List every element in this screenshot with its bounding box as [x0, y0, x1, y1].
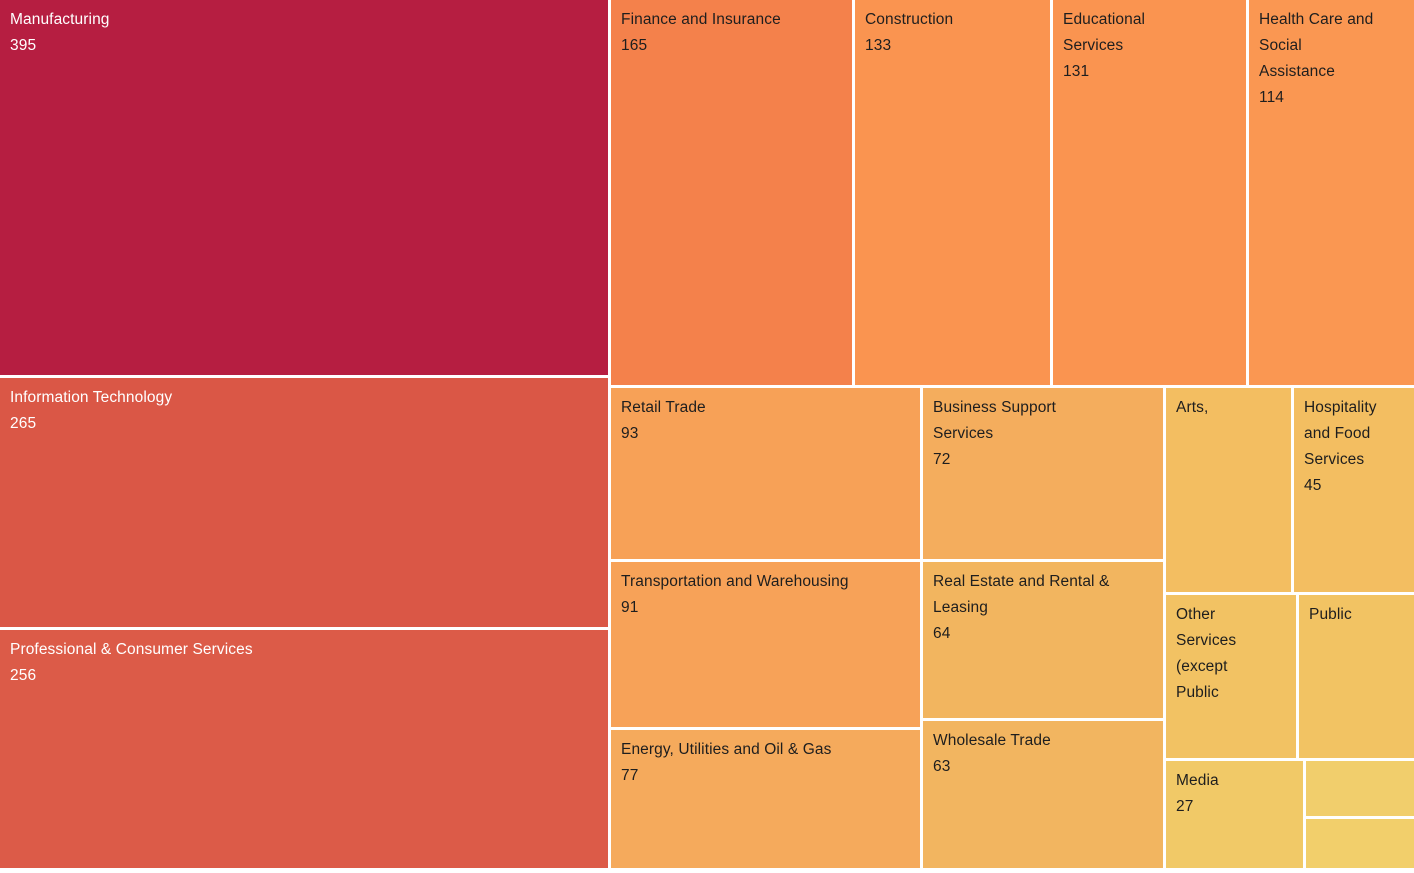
- cell-label-line: Manufacturing: [10, 11, 110, 28]
- cell-value: 72: [933, 451, 951, 468]
- cell-value: 27: [1176, 798, 1194, 815]
- cell-label-line: Construction: [865, 11, 954, 28]
- treemap-cell[interactable]: Arts,: [1166, 388, 1291, 592]
- treemap-cell[interactable]: Transportation and Warehousing 91: [611, 562, 920, 727]
- cell-value: 45: [1304, 477, 1322, 494]
- cell-value: 256: [10, 667, 37, 684]
- cell-label-line: Health Care and: [1259, 11, 1374, 28]
- cell-value: 131: [1063, 63, 1090, 80]
- cell-label-line: Leasing: [933, 599, 988, 616]
- cell-value: 395: [10, 37, 37, 54]
- treemap-cell[interactable]: Retail Trade 93: [611, 388, 920, 559]
- cell-label-line: Arts,: [1176, 399, 1209, 416]
- cell-label-line: Real Estate and Rental &: [933, 573, 1110, 590]
- cell-label-line: Retail Trade: [621, 399, 706, 416]
- cell-value: 77: [621, 767, 639, 784]
- cell-value: 93: [621, 425, 639, 442]
- treemap-cell[interactable]: Information Technology 265: [0, 378, 608, 627]
- cell-value: 114: [1259, 89, 1285, 106]
- treemap-cell[interactable]: Public: [1299, 595, 1414, 758]
- cell-label-line: Business Support: [933, 399, 1057, 416]
- cell-value: 63: [933, 758, 951, 775]
- cell-value: 91: [621, 599, 639, 616]
- cell-label-line: Services: [933, 425, 994, 442]
- cell-label-line: Finance and Insurance: [621, 11, 781, 28]
- cell-label-line: Transportation and Warehousing: [621, 573, 849, 590]
- cell-label-line: and Food: [1304, 425, 1371, 442]
- cell-value: 165: [621, 37, 648, 54]
- cell-label-line: Services: [1304, 451, 1365, 468]
- cell-label-line: Services: [1063, 37, 1124, 54]
- cell-label-line: Information Technology: [10, 389, 173, 406]
- cell-label-line: Educational: [1063, 11, 1146, 28]
- treemap-cell[interactable]: Business Support Services 72: [923, 388, 1163, 559]
- cell-value: 133: [865, 37, 892, 54]
- treemap-cell[interactable]: Real Estate and Rental & Leasing 64: [923, 562, 1163, 718]
- treemap-cell[interactable]: Media 27: [1166, 761, 1303, 868]
- cell-label-line: Wholesale Trade: [933, 732, 1051, 749]
- treemap-cell[interactable]: Professional & Consumer Services 256: [0, 630, 608, 868]
- treemap-cell[interactable]: Other Services (except Public: [1166, 595, 1296, 758]
- treemap-cell[interactable]: Finance and Insurance 165: [611, 0, 852, 385]
- treemap-cell[interactable]: Health Care and Social Assistance 114: [1249, 0, 1414, 385]
- treemap-cell[interactable]: Construction 133: [855, 0, 1050, 385]
- cell-label-line: Hospitality: [1304, 399, 1377, 416]
- treemap-cell[interactable]: Manufacturing 395: [0, 0, 608, 375]
- cell-label-line: Public: [1176, 684, 1219, 701]
- cell-label-line: (except: [1176, 658, 1228, 675]
- cell-label-line: Social: [1259, 37, 1302, 54]
- cell-label-line: Professional & Consumer Services: [10, 641, 253, 658]
- cell-label-line: Services: [1176, 632, 1237, 649]
- cell-value: 64: [933, 625, 951, 642]
- treemap-cell[interactable]: [1306, 761, 1414, 816]
- treemap-cell[interactable]: Wholesale Trade 63: [923, 721, 1163, 868]
- cell-label-line: Public: [1309, 606, 1352, 623]
- cell-label-line: Other: [1176, 606, 1216, 623]
- treemap-cell[interactable]: [1306, 819, 1414, 868]
- cell-value: 265: [10, 415, 37, 432]
- treemap-cell[interactable]: Hospitality and Food Services 45: [1294, 388, 1414, 592]
- cell-label-line: Media: [1176, 772, 1219, 789]
- cell-label-line: Energy, Utilities and Oil & Gas: [621, 741, 832, 758]
- treemap-cell[interactable]: Energy, Utilities and Oil & Gas 77: [611, 730, 920, 868]
- cell-label-line: Assistance: [1259, 63, 1335, 80]
- treemap-cell[interactable]: Educational Services 131: [1053, 0, 1246, 385]
